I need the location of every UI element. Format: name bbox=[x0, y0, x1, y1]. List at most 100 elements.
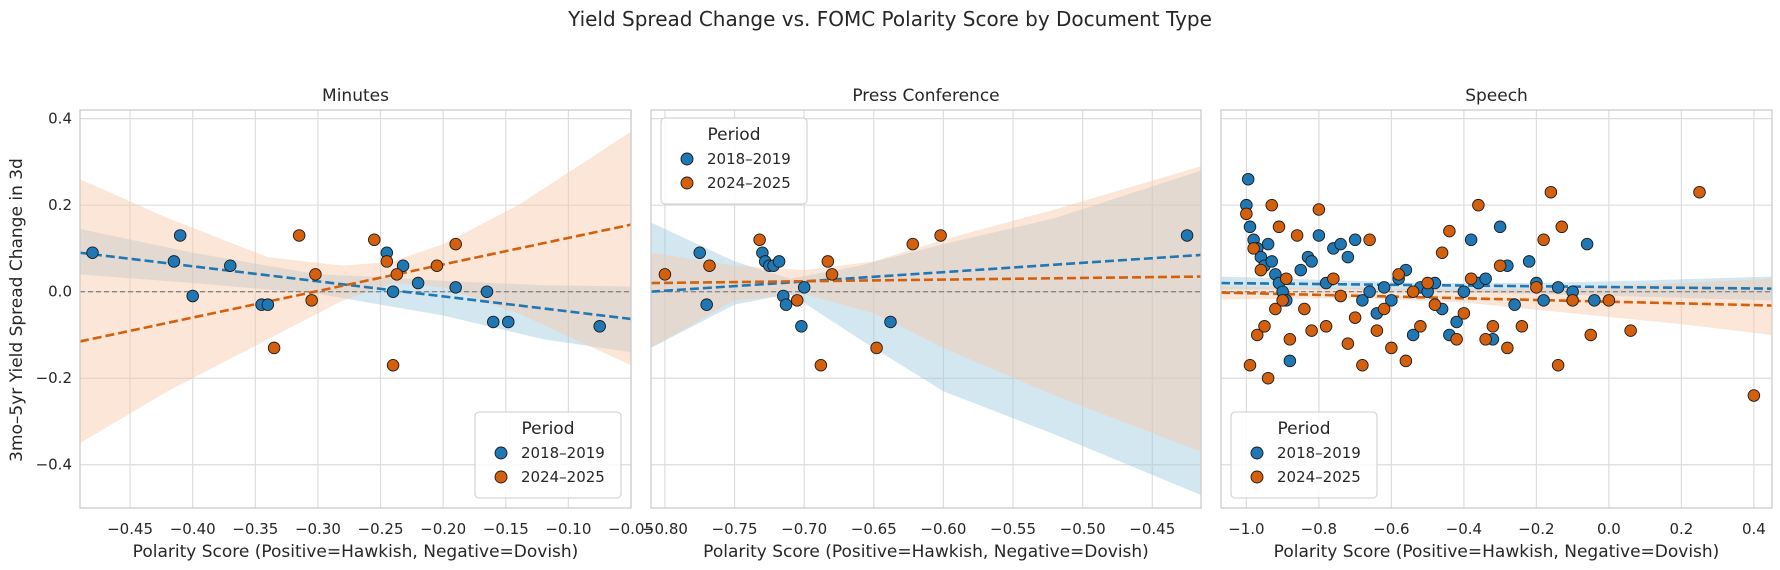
data-point bbox=[1443, 224, 1456, 238]
data-point bbox=[790, 294, 804, 307]
data-point bbox=[1624, 324, 1637, 337]
panel-speech: Speech −1.0 −0.8 −0.6 −0.4 −0.2 0.0 0.2 0.4 Polar… bbox=[1220, 86, 1773, 562]
panel-press-conference: Press Conference −0.80 −0.75 −0.70 −0.65 −0.6… bbox=[642, 86, 1202, 562]
data-point bbox=[1279, 272, 1293, 285]
x-axis-label: Polarity Score (Positive=Hawkish, Negati… bbox=[703, 542, 1149, 562]
data-point bbox=[1584, 328, 1597, 342]
data-point bbox=[1250, 328, 1264, 342]
data-point bbox=[1421, 276, 1434, 290]
legend-label: 2024–2025 bbox=[1277, 468, 1361, 486]
data-point bbox=[1247, 242, 1260, 255]
data-point bbox=[267, 341, 281, 355]
data-point bbox=[390, 268, 404, 281]
y-tick-label: 0.4 bbox=[48, 110, 72, 128]
legend-label: 2018–2019 bbox=[707, 150, 791, 168]
data-point bbox=[396, 259, 410, 272]
data-point bbox=[1551, 358, 1565, 372]
legend-marker bbox=[1250, 446, 1264, 460]
data-point bbox=[1464, 272, 1478, 285]
data-point bbox=[1377, 281, 1391, 294]
data-point bbox=[1261, 237, 1275, 251]
data-point bbox=[703, 259, 716, 272]
data-point bbox=[1515, 320, 1529, 333]
x-tick-label: 0.2 bbox=[1669, 520, 1693, 538]
data-point bbox=[700, 298, 713, 311]
data-point bbox=[1240, 207, 1253, 221]
data-point bbox=[1392, 268, 1405, 281]
data-point bbox=[1356, 294, 1369, 307]
legend-label: 2024–2025 bbox=[521, 468, 605, 486]
data-point bbox=[814, 358, 828, 372]
data-point bbox=[906, 237, 920, 251]
legend-box bbox=[1230, 411, 1378, 499]
data-point bbox=[821, 255, 835, 268]
trend-line bbox=[79, 223, 632, 343]
data-point bbox=[1298, 302, 1311, 316]
y-tick-label: −0.2 bbox=[36, 369, 72, 387]
confidence-band bbox=[651, 170, 1201, 496]
data-point bbox=[1348, 233, 1362, 247]
data-point bbox=[1243, 358, 1257, 372]
data-point bbox=[797, 281, 811, 294]
x-tick-label: −0.60 bbox=[920, 520, 966, 538]
legend-marker bbox=[680, 176, 694, 190]
data-point bbox=[753, 233, 766, 247]
data-point bbox=[368, 233, 381, 247]
data-point bbox=[1312, 203, 1326, 216]
x-tick-label: −0.20 bbox=[420, 520, 466, 538]
data-point bbox=[1544, 185, 1558, 199]
plot-frame bbox=[650, 109, 1202, 509]
data-point bbox=[502, 315, 515, 329]
data-point bbox=[1385, 294, 1398, 307]
x-tick-label: −0.05 bbox=[608, 520, 654, 538]
x-axis-label: Polarity Score (Positive=Hawkish, Negati… bbox=[1274, 542, 1720, 562]
data-point bbox=[411, 276, 425, 290]
data-point bbox=[795, 320, 808, 333]
data-point bbox=[1479, 272, 1492, 285]
legend-box bbox=[660, 117, 808, 205]
data-point bbox=[309, 268, 322, 281]
data-point bbox=[1555, 220, 1568, 234]
data-point bbox=[1283, 333, 1297, 346]
data-point bbox=[1450, 333, 1463, 346]
data-point bbox=[1508, 298, 1521, 311]
data-point bbox=[1414, 320, 1427, 333]
data-point bbox=[386, 358, 400, 372]
data-point bbox=[1269, 302, 1282, 316]
data-point bbox=[1290, 229, 1304, 242]
plot-frame bbox=[79, 109, 632, 509]
data-point bbox=[1428, 298, 1442, 311]
data-point bbox=[1435, 246, 1449, 260]
data-point bbox=[487, 315, 500, 329]
data-point bbox=[1522, 255, 1536, 268]
trend-line bbox=[650, 253, 1202, 293]
data-point bbox=[449, 281, 462, 294]
data-point bbox=[1493, 259, 1507, 272]
legend-marker bbox=[494, 446, 508, 460]
x-tick-label: −0.50 bbox=[1060, 520, 1106, 538]
data-point bbox=[1341, 250, 1355, 264]
data-point bbox=[186, 289, 199, 303]
data-point bbox=[386, 285, 400, 298]
data-point bbox=[1472, 198, 1485, 212]
confidence-band bbox=[80, 131, 631, 444]
data-point bbox=[1241, 172, 1255, 186]
x-tick-label: −0.35 bbox=[232, 520, 278, 538]
x-tick-label: −0.8 bbox=[1301, 520, 1337, 538]
x-tick-label: −0.25 bbox=[358, 520, 404, 538]
data-point bbox=[1479, 333, 1492, 346]
x-tick-label: −0.80 bbox=[642, 520, 688, 538]
data-point bbox=[1377, 302, 1391, 316]
data-point bbox=[1457, 307, 1471, 320]
legend-title: Period bbox=[521, 419, 574, 439]
data-point bbox=[1276, 294, 1289, 307]
legend-label: 2024–2025 bbox=[707, 174, 791, 192]
x-tick-label: −0.70 bbox=[781, 520, 827, 538]
x-tick-label: −0.55 bbox=[990, 520, 1036, 538]
data-point bbox=[1305, 255, 1318, 268]
data-point bbox=[1693, 185, 1706, 199]
x-tick-label: −0.65 bbox=[851, 520, 897, 538]
data-point bbox=[1180, 229, 1194, 242]
